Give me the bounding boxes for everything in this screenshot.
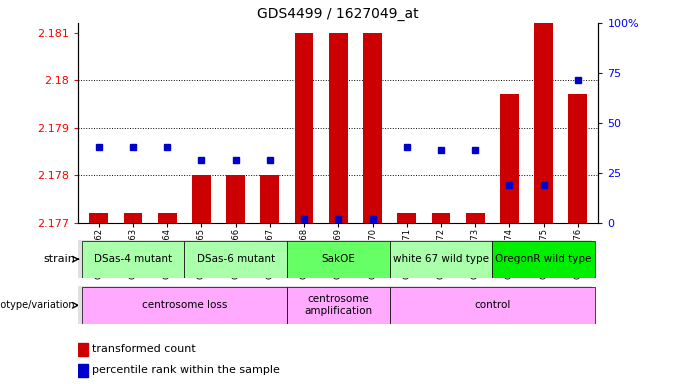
Text: strain: strain bbox=[43, 254, 75, 264]
Bar bbox=[287, 241, 390, 278]
Text: genotype/variation: genotype/variation bbox=[0, 300, 75, 310]
Text: DSas-6 mutant: DSas-6 mutant bbox=[197, 254, 275, 264]
Bar bbox=[192, 175, 211, 223]
Bar bbox=[568, 94, 588, 223]
Text: centrosome
amplification: centrosome amplification bbox=[304, 295, 373, 316]
Bar bbox=[363, 33, 382, 223]
Text: DSas-4 mutant: DSas-4 mutant bbox=[94, 254, 172, 264]
Bar bbox=[329, 33, 347, 223]
Bar bbox=[226, 175, 245, 223]
Bar bbox=[466, 213, 485, 223]
Bar bbox=[492, 241, 595, 278]
Bar bbox=[78, 364, 88, 377]
Bar bbox=[184, 241, 287, 278]
Bar bbox=[432, 213, 450, 223]
Bar bbox=[397, 213, 416, 223]
Text: OregonR wild type: OregonR wild type bbox=[496, 254, 592, 264]
Title: GDS4499 / 1627049_at: GDS4499 / 1627049_at bbox=[258, 7, 419, 21]
Text: percentile rank within the sample: percentile rank within the sample bbox=[92, 366, 280, 376]
Bar bbox=[390, 287, 595, 324]
Bar bbox=[78, 343, 88, 356]
Text: SakOE: SakOE bbox=[322, 254, 355, 264]
Text: centrosome loss: centrosome loss bbox=[141, 300, 227, 310]
Text: control: control bbox=[474, 300, 511, 310]
Bar bbox=[287, 287, 390, 324]
Bar bbox=[89, 213, 108, 223]
Bar bbox=[82, 241, 184, 278]
Bar bbox=[294, 33, 313, 223]
Bar bbox=[260, 175, 279, 223]
Text: transformed count: transformed count bbox=[92, 344, 196, 354]
Bar bbox=[124, 213, 142, 223]
Bar bbox=[158, 213, 177, 223]
Text: white 67 wild type: white 67 wild type bbox=[393, 254, 489, 264]
Bar bbox=[500, 94, 519, 223]
Bar bbox=[82, 287, 287, 324]
Bar bbox=[534, 0, 553, 223]
Bar bbox=[390, 241, 492, 278]
